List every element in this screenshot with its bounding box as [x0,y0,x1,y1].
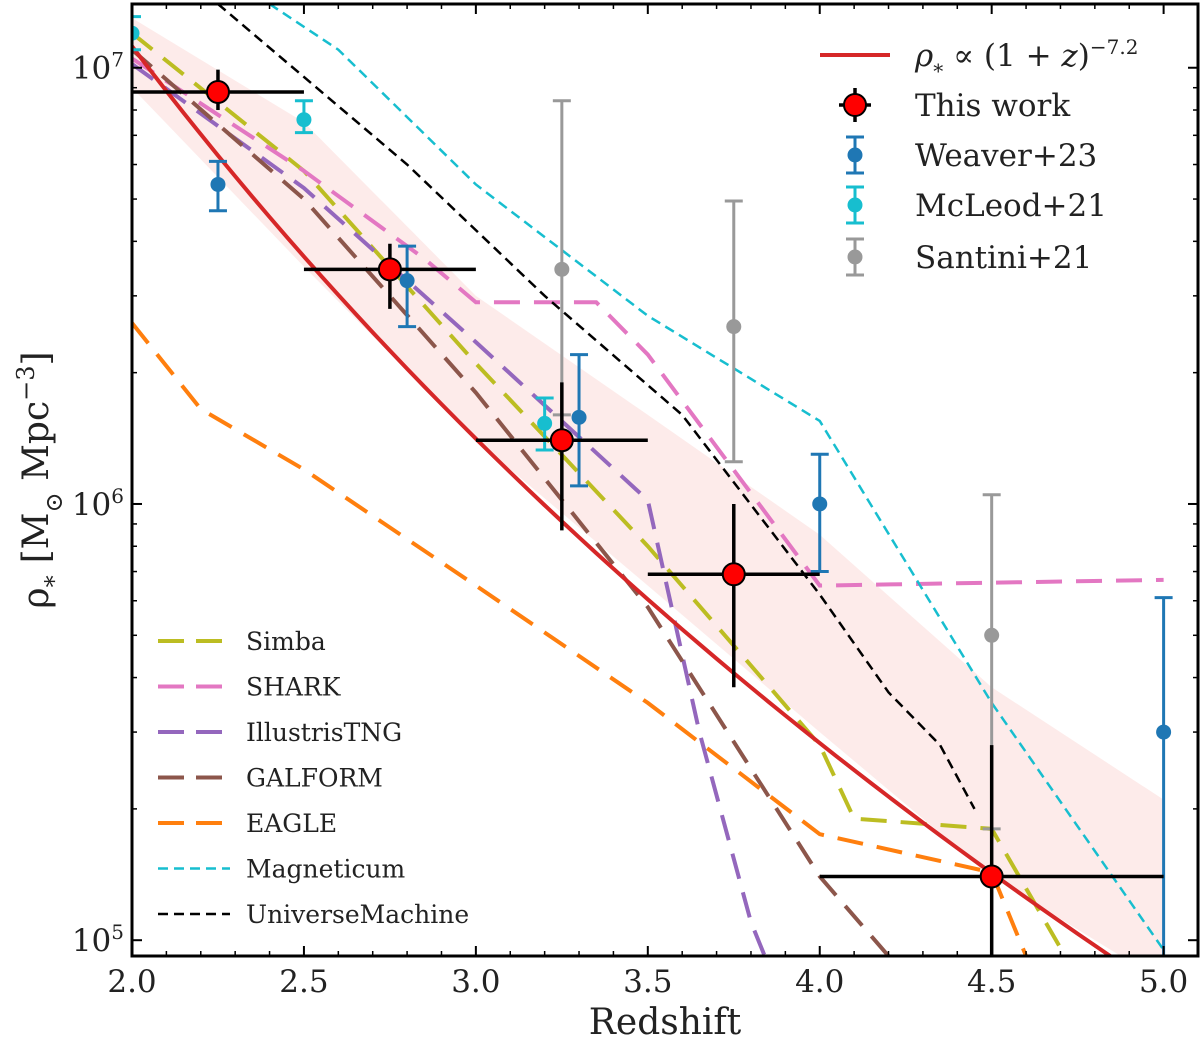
legend-mcleod-21-marker [847,197,863,213]
plot-frame [130,2,1200,958]
x-tick-label: 2.0 [107,964,156,1000]
santini-21-point [554,261,570,277]
legend-universemachine-label: UniverseMachine [246,900,469,929]
legend-galform-label: GALFORM [246,764,383,793]
model-line-magneticum [268,4,1165,951]
legend-santini-21-label: Santini+21 [915,240,1092,276]
this-work-point [721,562,746,587]
legend-this-work-label: This work [915,88,1070,124]
x-tick-label: 4.5 [967,964,1016,1000]
legend-magneticum-label: Magneticum [246,855,406,884]
x-axis-label: Redshift [589,1002,742,1040]
weaver-23-point [210,176,226,192]
santini-21-point [984,627,1000,643]
legend-eagle-label: EAGLE [246,809,337,838]
legend-shark-label: SHARK [246,673,342,702]
x-tick-label: 2.5 [279,964,328,1000]
y-tick-label: 107 [72,48,124,87]
legend-simba-label: Simba [246,627,326,656]
legend-santini-21-marker [847,249,863,265]
model-line-illustristng [132,62,767,956]
legend-weaver-23-label: Weaver+23 [915,138,1097,174]
weaver-23-point [399,273,415,289]
mcleod-21-point [132,25,140,41]
y-tick-label: 106 [72,484,124,523]
santini-21-point [726,319,742,335]
legend-fit-label: ρ* ∝ (1 + z)−7.2 [914,35,1138,83]
this-work-point [205,79,230,104]
x-tick-label: 3.5 [623,964,672,1000]
legend-observations: ρ* ∝ (1 + z)−7.2 This work Weaver+23 McLeo… [820,35,1138,277]
this-work-point [377,257,402,282]
legend-weaver-23-marker [847,147,863,163]
legend-this-work-marker [843,93,867,117]
weaver-23-point [1156,724,1172,740]
this-work-point [549,428,574,453]
weaver-23-point [812,496,828,512]
model-line-eagle [132,321,1028,956]
model-line-shark [132,56,1164,588]
x-tick-label: 5.0 [1139,964,1188,1000]
legend-illustristng-label: IllustrisTNG [246,718,402,747]
y-axis-label: ρ*[M⊙ Mpc−3] [12,351,68,608]
weaver-23-point [571,409,587,425]
this-work-point [979,864,1004,889]
x-tick-label: 4.0 [795,964,844,1000]
mcleod-21-point [296,112,312,128]
legend-models: Simba SHARK IllustrisTNG GALFORM EAGLE Magnet… [158,627,469,929]
mcleod-21-point [537,415,553,431]
x-tick-label: 3.0 [451,964,500,1000]
model-line-universemachine [217,4,976,810]
legend-mcleod-21-label: McLeod+21 [915,188,1107,224]
y-tick-label: 105 [72,920,124,959]
